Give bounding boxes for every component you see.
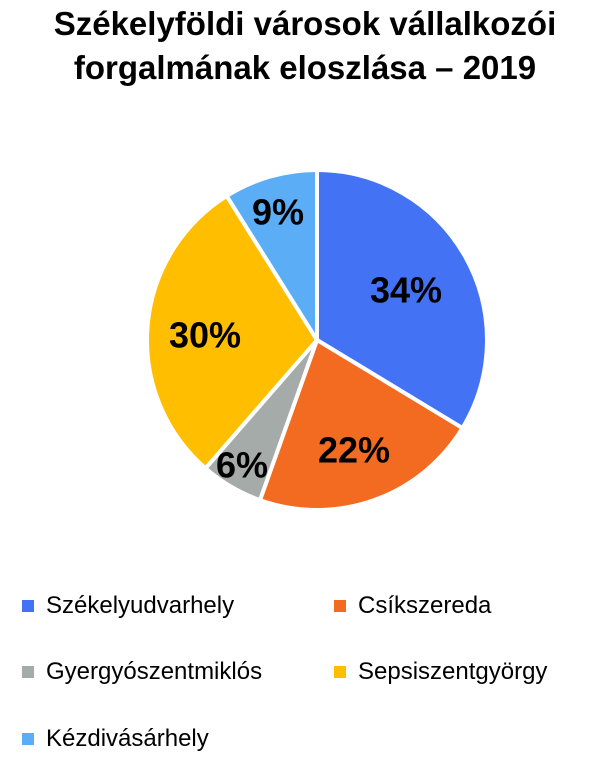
chart-title: Székelyföldi városok vállalkozói forgalm… bbox=[0, 2, 610, 90]
data-label-1: 34% bbox=[370, 270, 442, 311]
pie-slice-5 bbox=[224, 168, 319, 342]
pie-slice-2 bbox=[257, 338, 465, 512]
chart-title-line-2: forgalmának eloszlása – 2019 bbox=[73, 49, 537, 86]
chart-title-line-1: Székelyföldi városok vállalkozói bbox=[53, 5, 557, 42]
data-label-2: 22% bbox=[318, 430, 390, 471]
data-label-4: 30% bbox=[169, 315, 241, 356]
pie-slice-4 bbox=[145, 193, 319, 471]
data-label-3: 6% bbox=[216, 445, 268, 486]
data-label-5: 9% bbox=[252, 192, 304, 233]
